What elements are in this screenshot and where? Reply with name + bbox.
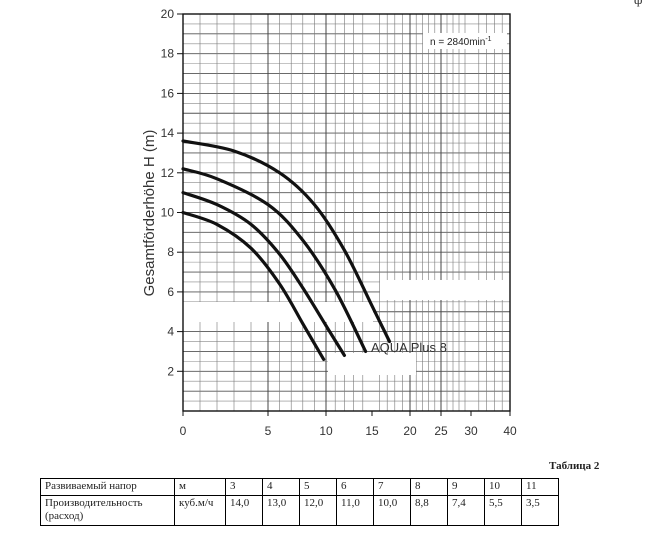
- x-tick-label: 40: [503, 424, 517, 438]
- table-cell: 3: [225, 478, 263, 496]
- table-cell: 6: [336, 478, 374, 496]
- page-fragment-text: ф: [634, 0, 642, 8]
- pump-curves: [181, 139, 392, 361]
- y-tick-label: 10: [161, 206, 175, 220]
- table-caption: Таблица 2: [549, 460, 600, 472]
- grid-gap-mask: [328, 353, 416, 375]
- y-tick-label: 8: [167, 245, 174, 259]
- x-tick-label: 20: [403, 424, 417, 438]
- y-tick-label: 4: [167, 325, 174, 339]
- x-tick-label: 5: [265, 424, 272, 438]
- x-tick-label: 25: [434, 424, 448, 438]
- table-cell: 10: [484, 478, 522, 496]
- model-label: AQUA Plus 8: [371, 340, 447, 355]
- table-unit: м: [174, 478, 226, 496]
- table-cell: 13,0: [262, 495, 300, 526]
- y-axis-title: Gesamtförderhöhe H (m): [141, 130, 158, 297]
- x-tick-labels: 0 5 10 15 20 25 30 40: [180, 411, 517, 438]
- y-tick-label: 14: [161, 126, 175, 140]
- annotation-background: [423, 33, 507, 49]
- table-cell: 12,0: [299, 495, 337, 526]
- y-tick-labels: 2 4 6 8 10 12 14 16 18 20: [161, 7, 183, 378]
- pump-curve-3: [181, 167, 368, 353]
- y-tick-label: 12: [161, 166, 175, 180]
- pump-curve-4: [181, 139, 392, 344]
- y-tick-label: 16: [161, 86, 175, 100]
- y-tick-label: 20: [161, 7, 175, 21]
- table-cell: 3,5: [521, 495, 559, 526]
- pump-data-table: Развиваемый напор м 3 4 5 6 7 8 9 10 11 …: [40, 478, 559, 526]
- table-cell: 7: [373, 478, 411, 496]
- pump-curve-chart: 2 4 6 8 10 12 14 16 18 20 0 5 10 15 20 25 30 40 AQUA Plu…: [141, 7, 517, 438]
- table-unit: куб.м/ч: [174, 495, 226, 526]
- pump-curve-1: [181, 210, 326, 361]
- x-tick-label: 10: [319, 424, 333, 438]
- table-cell: 7,4: [447, 495, 485, 526]
- table-cell: 8: [410, 478, 448, 496]
- y-tick-label: 18: [161, 47, 175, 61]
- x-tick-label: 15: [365, 424, 379, 438]
- table-cell: 8,8: [410, 495, 448, 526]
- table-cell: 9: [447, 478, 485, 496]
- table-cell: 11: [521, 478, 559, 496]
- pump-curve-2: [181, 191, 346, 357]
- chart-grid: [183, 14, 510, 411]
- table-row-label: Развиваемый напор: [40, 478, 175, 496]
- table-cell: 5: [299, 478, 337, 496]
- table-row-label: Производительность (расход): [40, 495, 175, 526]
- x-tick-label: 0: [180, 424, 187, 438]
- grid-gap-mask: [183, 302, 373, 322]
- table-cell: 4: [262, 478, 300, 496]
- y-tick-label: 6: [167, 285, 174, 299]
- table-row: Развиваемый напор м 3 4 5 6 7 8 9 10 11: [40, 478, 559, 496]
- table-cell: 5,5: [484, 495, 522, 526]
- speed-annotation: n = 2840min-1: [430, 36, 492, 48]
- table-cell: 11,0: [336, 495, 374, 526]
- grid-gap-mask: [380, 280, 510, 300]
- table-cell: 14,0: [225, 495, 263, 526]
- x-tick-label: 30: [464, 424, 478, 438]
- y-tick-label: 2: [167, 364, 174, 378]
- table-cell: 10,0: [373, 495, 411, 526]
- table-row: Производительность (расход) куб.м/ч 14,0…: [40, 495, 559, 526]
